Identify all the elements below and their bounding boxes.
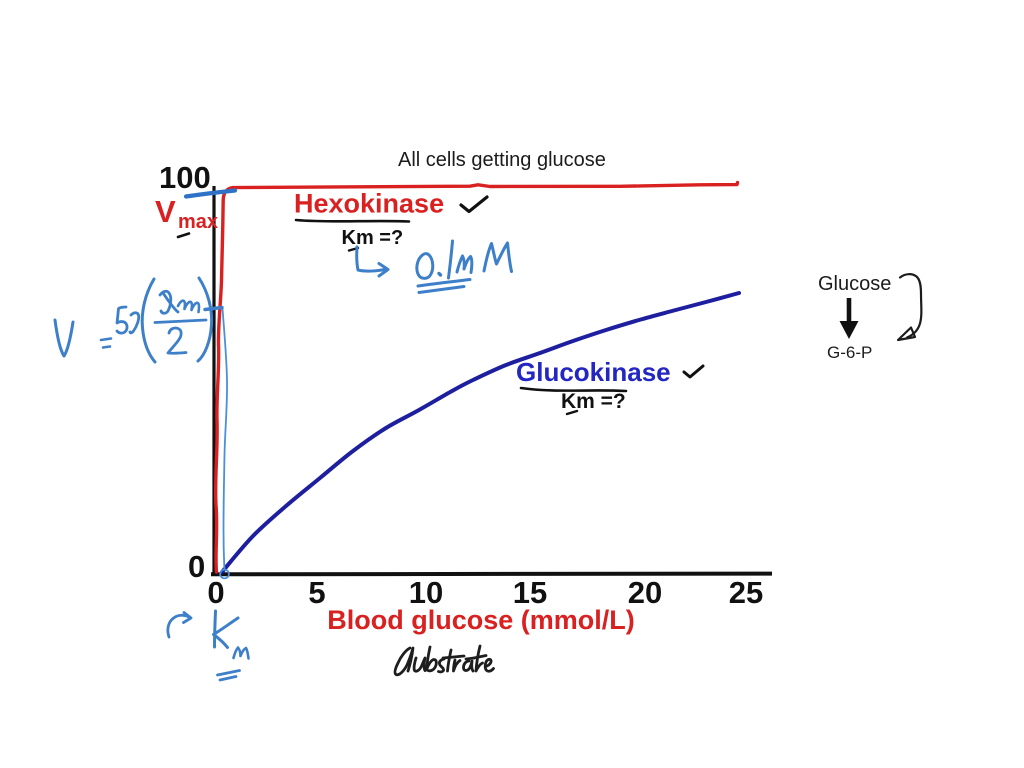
svg-text:25: 25 xyxy=(729,575,763,610)
svg-text:Blood glucose (mmol/L): Blood glucose (mmol/L) xyxy=(327,605,635,635)
svg-text:Km =?: Km =? xyxy=(561,390,626,413)
svg-text:All cells getting glucose: All cells getting glucose xyxy=(398,149,606,171)
svg-text:V: V xyxy=(155,194,176,229)
svg-text:Hexokinase: Hexokinase xyxy=(294,189,444,219)
svg-text:0: 0 xyxy=(188,549,205,584)
svg-text:20: 20 xyxy=(628,575,662,610)
svg-text:G-6-P: G-6-P xyxy=(827,343,872,362)
svg-text:Glucose: Glucose xyxy=(818,273,891,295)
svg-text:Km =?: Km =? xyxy=(342,227,404,249)
svg-text:0: 0 xyxy=(207,575,224,610)
svg-text:15: 15 xyxy=(513,575,547,610)
svg-text:100: 100 xyxy=(159,160,211,195)
svg-text:max: max xyxy=(178,211,218,233)
svg-text:5: 5 xyxy=(308,575,325,610)
svg-text:10: 10 xyxy=(409,575,443,610)
svg-text:Glucokinase: Glucokinase xyxy=(516,357,671,387)
